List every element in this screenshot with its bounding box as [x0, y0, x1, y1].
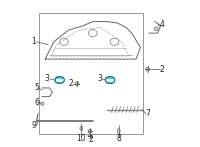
Text: 7: 7 [145, 109, 150, 118]
Ellipse shape [154, 27, 158, 31]
Text: 6: 6 [34, 98, 39, 107]
Text: 2: 2 [160, 65, 164, 74]
Text: 9: 9 [31, 121, 36, 130]
Ellipse shape [117, 129, 120, 134]
Ellipse shape [105, 77, 115, 83]
Text: 8: 8 [116, 134, 121, 143]
Text: 3: 3 [98, 74, 102, 83]
Ellipse shape [88, 129, 92, 133]
Ellipse shape [55, 77, 64, 83]
Text: 4: 4 [160, 20, 164, 29]
Ellipse shape [41, 102, 44, 105]
Ellipse shape [80, 126, 83, 131]
Text: 1: 1 [31, 37, 36, 46]
Text: 2: 2 [89, 135, 94, 144]
Text: 2: 2 [69, 79, 74, 88]
Text: 5: 5 [34, 83, 39, 92]
Bar [39, 13, 143, 134]
Text: 10: 10 [76, 134, 86, 143]
Text: 3: 3 [44, 74, 49, 83]
Ellipse shape [146, 67, 149, 71]
Ellipse shape [88, 134, 92, 137]
Ellipse shape [75, 82, 79, 85]
